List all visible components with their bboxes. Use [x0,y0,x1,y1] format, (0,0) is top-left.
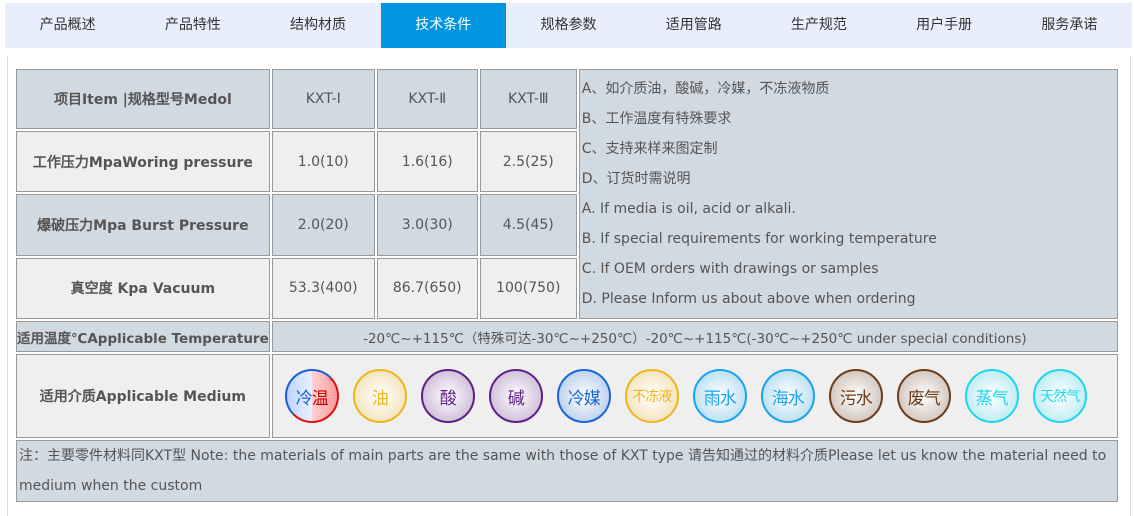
tab-3[interactable]: 技术条件 [380,3,506,48]
medium-icon: 碱 [488,369,543,423]
tab-8[interactable]: 服务承诺 [1041,17,1098,33]
spec-table: 项目Item |规格型号Medol KXT-Ⅰ KXT-Ⅱ KXT-Ⅲ A、如介… [14,67,1120,504]
medium-icon: 不冻液 [624,369,679,423]
cell: 2.0(20) [271,194,375,256]
header-col: KXT-Ⅰ [271,69,375,130]
tab-bar: 产品概述 产品特性 结构材质 技术条件 规格参数 适用管路 生产规范 用户手册 服务承诺 [5,3,1132,48]
header-col: KXT-Ⅱ [376,69,478,130]
cell: 53.3(400) [271,257,375,319]
cell: 3.0(30) [376,194,478,256]
note-line: C、支持来样来图定制 [581,141,718,157]
tab-4[interactable]: 规格参数 [540,17,597,33]
header-label: 项目Item |规格型号Medol [16,69,270,130]
row-label: 爆破压力Mpa Burst Pressure [16,194,270,256]
note-line: C. If OEM orders with drawings or sample… [581,261,879,277]
medium-icon: 污水 [828,369,883,423]
table-row: 工作压力MpaWoring pressure 1.0(10) 1.6(16) 2… [16,131,1118,193]
note-line: A. If media is oil, acid or alkali. [581,201,796,217]
medium-icon: 蒸气 [964,369,1019,423]
note-line: B. If special requirements for working t… [581,231,937,247]
medium-icon: 冷媒 [556,369,611,423]
medium-icon: 废气 [896,369,951,423]
medium-icon: 冷温 [284,369,339,423]
medium-icon: 酸 [420,369,475,423]
notes-cell: A、如介质油，酸碱，冷媒，不冻液物质 B、工作温度有特殊要求 C、支持来样来图定… [578,69,1118,319]
tab-1[interactable]: 产品特性 [164,17,221,33]
medium-row: 适用介质Applicable Medium 冷温油酸碱冷媒 不冻液 雨水 海水 污水 废气… [16,354,1118,438]
content-panel [7,56,1131,516]
temperature-label: 适用温度℃Applicable Temperature [16,321,270,352]
note-line: D、订货时需说明 [581,171,691,187]
cell: 1.6(16) [376,131,478,193]
row-label: 真空度 Kpa Vacuum [16,257,270,319]
medium-icon: 油 [352,369,407,423]
medium-icon: 雨水 [692,369,747,423]
cell: 86.7(650) [376,257,478,319]
medium-cell: 冷温油酸碱冷媒 不冻液 雨水 海水 污水 废气 蒸气 天然气 [271,354,1118,438]
footnote: 注：主要零件材料同KXT型 Note: the materials of mai… [16,440,1118,502]
table-row: 真空度 Kpa Vacuum 53.3(400) 86.7(650) 100(7… [16,257,1118,319]
medium-label: 适用介质Applicable Medium [16,354,270,438]
note-line: D. Please Inform us about above when ord… [581,291,916,307]
temperature-row: 适用温度℃Applicable Temperature -20℃~+115℃（特… [16,321,1118,352]
tab-6[interactable]: 生产规范 [790,17,847,33]
note-line: A、如介质油，酸碱，冷媒，不冻液物质 [581,81,830,97]
medium-icon: 海水 [760,369,815,423]
tab-5[interactable]: 适用管路 [665,17,722,33]
note-line: B、工作温度有特殊要求 [581,111,732,127]
cell: 1.0(10) [271,131,375,193]
tab-7[interactable]: 用户手册 [916,17,973,33]
cell: 2.5(25) [479,131,577,193]
row-label: 工作压力MpaWoring pressure [16,131,270,193]
temperature-value: -20℃~+115℃（特殊可达-30℃~+250℃）-20℃~+115℃(-30… [271,321,1118,352]
table-row: 爆破压力Mpa Burst Pressure 2.0(20) 3.0(30) 4… [16,194,1118,256]
cell: 100(750) [479,257,577,319]
cell: 4.5(45) [479,194,577,256]
header-col: KXT-Ⅲ [479,69,577,130]
tab-2[interactable]: 结构材质 [290,17,347,33]
medium-icon: 天然气 [1032,369,1087,423]
tab-0[interactable]: 产品概述 [39,17,96,33]
footnote-row: 注：主要零件材料同KXT型 Note: the materials of mai… [16,440,1118,502]
